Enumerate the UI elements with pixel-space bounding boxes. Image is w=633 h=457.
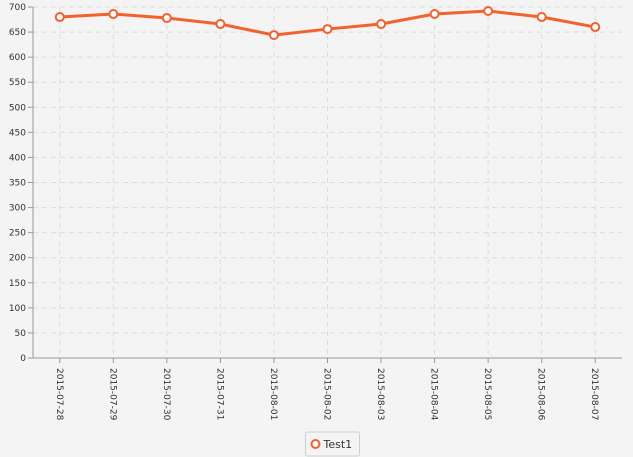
y-tick-label: 300 bbox=[9, 204, 26, 214]
legend-symbol bbox=[310, 439, 321, 449]
x-tick-label: 2015-08-03 bbox=[375, 368, 385, 420]
y-tick-label: 200 bbox=[9, 254, 26, 264]
legend-box bbox=[305, 431, 360, 457]
x-tick-label: 2015-07-31 bbox=[214, 368, 224, 420]
x-tick-label: 2015-08-04 bbox=[429, 368, 439, 421]
data-point bbox=[54, 12, 65, 23]
data-point bbox=[215, 19, 226, 30]
data-point bbox=[268, 30, 279, 41]
data-point bbox=[322, 24, 333, 35]
data-point bbox=[536, 12, 547, 23]
data-point bbox=[376, 19, 387, 30]
data-point bbox=[108, 9, 119, 20]
y-tick-label: 650 bbox=[9, 28, 26, 38]
data-point bbox=[590, 22, 601, 33]
data-point bbox=[483, 6, 494, 17]
y-tick-label: 450 bbox=[9, 128, 26, 138]
x-tick-label: 2015-08-02 bbox=[322, 368, 332, 420]
x-tick-label: 2015-08-05 bbox=[482, 368, 492, 420]
data-point bbox=[161, 13, 172, 24]
x-tick-label: 2015-08-06 bbox=[536, 368, 546, 421]
x-tick-label: 2015-07-29 bbox=[107, 368, 117, 421]
x-tick-label: 2015-07-28 bbox=[54, 368, 64, 421]
x-tick-label: 2015-08-07 bbox=[589, 368, 599, 420]
y-tick-label: 500 bbox=[9, 103, 26, 113]
y-tick-label: 600 bbox=[9, 53, 26, 63]
legend: Test1 bbox=[305, 431, 360, 457]
y-tick-label: 350 bbox=[9, 179, 26, 189]
y-tick-label: 250 bbox=[9, 229, 26, 239]
x-tick-label: 2015-07-30 bbox=[161, 368, 171, 421]
y-tick-label: 400 bbox=[9, 153, 26, 163]
y-tick-label: 700 bbox=[9, 3, 26, 13]
y-tick-label: 150 bbox=[9, 279, 26, 289]
y-tick-label: 0 bbox=[20, 354, 26, 364]
y-tick-label: 100 bbox=[9, 304, 26, 314]
legend-label: Test1 bbox=[323, 438, 353, 451]
y-tick-label: 50 bbox=[15, 329, 27, 339]
data-point bbox=[429, 9, 440, 20]
x-tick-label: 2015-08-01 bbox=[268, 368, 278, 420]
y-tick-label: 550 bbox=[9, 78, 26, 88]
